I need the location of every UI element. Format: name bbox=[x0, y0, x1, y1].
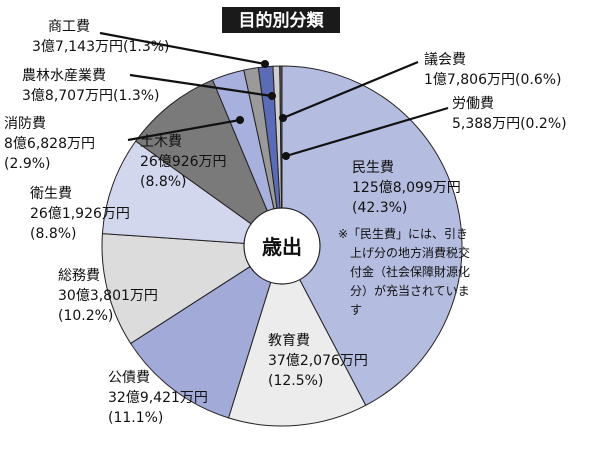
slice-labels: 民生費 125億8,099万円 (42.3%) 教育費 37億2,076万円 (… bbox=[4, 19, 567, 426]
label-gikaihi-percent: (0.6%) bbox=[515, 72, 562, 88]
footnote-line: 分）が充当されていま bbox=[350, 283, 470, 298]
label-gikaihi: 議会費 1億7,806万円(0.6%) bbox=[424, 51, 562, 88]
label-norinsuisangyohi-name: 農林水産業費 bbox=[22, 68, 106, 84]
label-shokohi-amount-percent: 3億7,143万円(1.3%) bbox=[32, 39, 170, 55]
label-shokohi-name: 商工費 bbox=[48, 19, 90, 35]
leader-line-norinsuisan bbox=[129, 73, 273, 98]
label-shokohi-percent: (1.3%) bbox=[123, 39, 170, 55]
label-eiseihi-name: 衛生費 bbox=[30, 186, 72, 202]
pie-slice-10 bbox=[279, 65, 283, 247]
label-shokohi: 商工費 3億7,143万円(1.3%) bbox=[32, 19, 170, 55]
pie-center-label: 歳出 bbox=[262, 235, 302, 259]
label-minseihi-amount: 125億8,099万円 bbox=[352, 180, 461, 196]
label-norinsuisangyohi-percent: (1.3%) bbox=[113, 88, 160, 104]
label-dobokuhi-name: 土木費 bbox=[140, 134, 182, 150]
chart-title-text: 目的別分類 bbox=[239, 10, 325, 31]
label-kosaihi-amount: 32億9,421万円 bbox=[108, 390, 208, 406]
label-shobohi-percent: (2.9%) bbox=[4, 156, 51, 172]
pie-slice-2 bbox=[129, 244, 283, 419]
label-somuhi-name: 総務費 bbox=[58, 268, 100, 284]
label-rodohi: 労働費 5,388万円(0.2%) bbox=[452, 96, 567, 132]
pie-slice-4 bbox=[101, 140, 284, 247]
pie-slice-0 bbox=[281, 65, 463, 407]
label-eiseihi-amount: 26億1,926万円 bbox=[30, 206, 130, 222]
label-shobohi: 消防費 8億6,828万円 (2.9%) bbox=[4, 116, 99, 172]
label-rodohi-percent: (0.2%) bbox=[520, 116, 567, 132]
label-gikaihi-name: 議会費 bbox=[424, 51, 466, 68]
label-shobohi-amount: 8億6,828万円 bbox=[4, 136, 95, 152]
label-gikaihi-amount: 1億7,806万円 bbox=[424, 72, 515, 88]
label-kyoikuhi-name: 教育費 bbox=[268, 333, 310, 349]
leader-line-shobohi bbox=[127, 118, 241, 142]
leader-line-gikaihi bbox=[282, 60, 419, 120]
pie-slice-5 bbox=[135, 79, 284, 248]
footnote-line: 上げ分の地方消費税交 bbox=[350, 245, 470, 260]
leader-line-shokohi bbox=[99, 31, 266, 66]
label-rodohi-name: 労働費 bbox=[452, 96, 494, 112]
label-kyoikuhi-amount: 37億2,076万円 bbox=[268, 353, 368, 369]
leader-dot-shokohi bbox=[261, 60, 269, 68]
label-somuhi-amount: 30億3,801万円 bbox=[58, 288, 158, 304]
label-dobokuhi-percent: (8.8%) bbox=[140, 174, 187, 190]
pie-slices bbox=[101, 65, 463, 427]
label-shokohi-amount: 3億7,143万円 bbox=[32, 39, 123, 55]
label-dobokuhi-amount: 26億926万円 bbox=[140, 154, 227, 170]
label-norinsuisangyohi-amount: 3億8,707万円 bbox=[22, 88, 113, 104]
label-rodohi-amount-percent: 5,388万円(0.2%) bbox=[452, 116, 567, 132]
label-kosaihi-percent: (11.1%) bbox=[108, 410, 163, 426]
label-minseihi-name: 民生費 bbox=[352, 160, 394, 176]
footnote-line: ※「民生費」には、引き bbox=[338, 226, 468, 241]
label-shobohi-name: 消防費 bbox=[4, 116, 46, 132]
chart-title: 目的別分類 bbox=[222, 7, 340, 33]
leader-dot-gikaihi bbox=[279, 114, 287, 122]
leader-dots bbox=[236, 60, 290, 160]
label-norinsuisangyohi: 農林水産業費 3億8,707万円(1.3%) bbox=[22, 68, 160, 104]
label-eiseihi-percent: (8.8%) bbox=[30, 226, 77, 242]
label-somuhi: 総務費 30億3,801万円 (10.2%) bbox=[58, 268, 162, 324]
pie-center-hole bbox=[243, 207, 321, 285]
label-eiseihi: 衛生費 26億1,926万円 (8.8%) bbox=[30, 186, 134, 242]
label-kyoikuhi-percent: (12.5%) bbox=[268, 373, 323, 389]
label-kosaihi: 公債費 32億9,421万円 (11.1%) bbox=[108, 370, 212, 426]
label-kyoikuhi: 教育費 37億2,076万円 (12.5%) bbox=[268, 333, 372, 389]
leader-dot-rodohi bbox=[282, 152, 290, 160]
leader-dot-shobohi bbox=[236, 116, 244, 124]
pie-slice-1 bbox=[227, 244, 367, 427]
pie-slice-3 bbox=[101, 233, 284, 345]
chart-title-background bbox=[222, 7, 340, 33]
footnote-line: 付金（社会保障財源化 bbox=[350, 264, 470, 279]
minseihi-footnote: ※「民生費」には、引き上げ分の地方消費税交付金（社会保障財源化分）が充当されてい… bbox=[338, 226, 470, 317]
label-rodohi-amount: 5,388万円 bbox=[452, 116, 520, 132]
label-minseihi-percent: (42.3%) bbox=[352, 200, 407, 216]
leader-dot-norinsuisan bbox=[268, 92, 276, 100]
label-minseihi: 民生費 125億8,099万円 (42.3%) bbox=[352, 160, 465, 216]
leader-line-rodohi bbox=[285, 106, 449, 158]
label-norinsuisangyohi-amount-percent: 3億8,707万円(1.3%) bbox=[22, 88, 160, 104]
leader-lines bbox=[99, 31, 449, 158]
label-dobokuhi: 土木費 26億926万円 (8.8%) bbox=[140, 134, 231, 190]
footnote-line: す bbox=[350, 303, 362, 317]
label-gikaihi-amount-percent: 1億7,806万円(0.6%) bbox=[424, 72, 562, 88]
label-kosaihi-name: 公債費 bbox=[108, 370, 150, 386]
label-somuhi-percent: (10.2%) bbox=[58, 308, 113, 324]
